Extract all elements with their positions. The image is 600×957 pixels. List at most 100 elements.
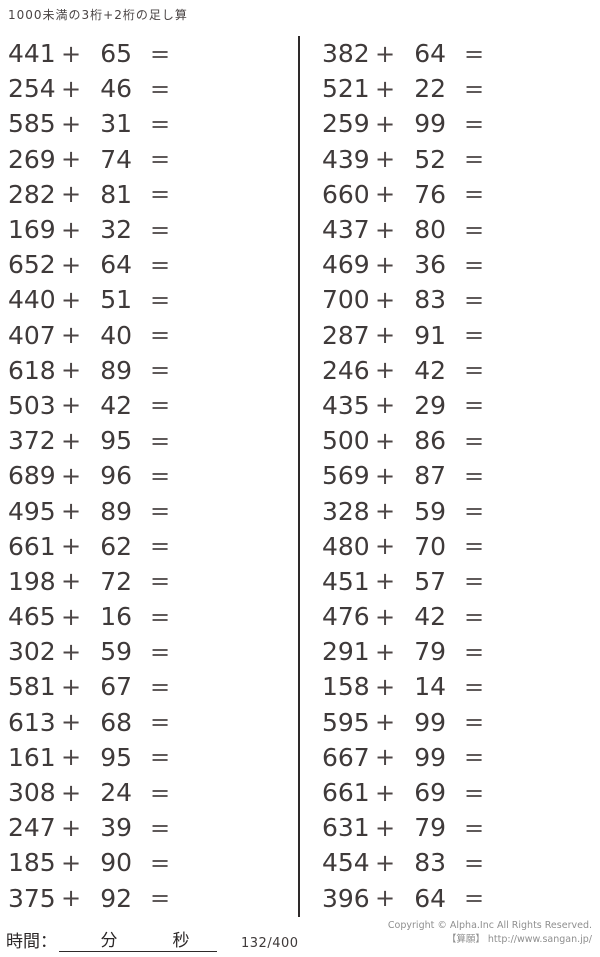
addend-a: 495 [8, 496, 56, 526]
problem-row: 652 + 64 = [8, 247, 268, 282]
plus-operator: + [60, 39, 82, 68]
addend-a: 439 [322, 144, 370, 174]
equals-sign: = [149, 356, 171, 385]
equals-sign: = [463, 180, 485, 209]
addend-a: 440 [8, 285, 56, 315]
addend-b: 92 [100, 883, 132, 913]
problem-row: 451 + 57 = [322, 564, 582, 599]
problem-row: 382 + 64 = [322, 36, 582, 71]
equals-sign: = [149, 426, 171, 455]
equals-sign: = [463, 285, 485, 314]
plus-operator: + [60, 708, 82, 737]
sheet-counter: 132/400 [241, 936, 299, 951]
problem-row: 454 + 83 = [322, 845, 582, 880]
plus-operator: + [374, 778, 396, 807]
plus-operator: + [60, 778, 82, 807]
problem-row: 269 + 74 = [8, 142, 268, 177]
plus-operator: + [374, 321, 396, 350]
plus-operator: + [374, 637, 396, 666]
addend-a: 503 [8, 390, 56, 420]
addend-a: 198 [8, 566, 56, 596]
addend-b: 99 [414, 707, 446, 737]
equals-sign: = [149, 743, 171, 772]
problem-row: 495 + 89 = [8, 493, 268, 528]
site-credit-line: 【算願】 http://www.sangan.jp/ [446, 934, 592, 945]
addend-b: 40 [100, 320, 132, 350]
equals-sign: = [463, 356, 485, 385]
addend-a: 396 [322, 883, 370, 913]
addend-a: 480 [322, 531, 370, 561]
problem-row: 161 + 95 = [8, 740, 268, 775]
addend-a: 269 [8, 144, 56, 174]
equals-sign: = [149, 391, 171, 420]
addend-b: 24 [100, 778, 132, 808]
addend-b: 65 [100, 39, 132, 69]
plus-operator: + [60, 321, 82, 350]
copyright-block: Copyright © Alpha.Inc All Rights Reserve… [388, 919, 592, 947]
addend-b: 91 [414, 320, 446, 350]
plus-operator: + [60, 532, 82, 561]
problem-row: 375 + 92 = [8, 881, 268, 916]
addend-b: 83 [414, 285, 446, 315]
plus-operator: + [374, 708, 396, 737]
addend-a: 328 [322, 496, 370, 526]
addend-b: 99 [414, 742, 446, 772]
plus-operator: + [374, 567, 396, 596]
problem-row: 689 + 96 = [8, 458, 268, 493]
problem-row: 246 + 42 = [322, 353, 582, 388]
worksheet-title: 1000未満の3桁+2桁の足し算 [8, 8, 188, 22]
problem-row: 613 + 68 = [8, 705, 268, 740]
problem-row: 465 + 16 = [8, 599, 268, 634]
addend-a: 689 [8, 461, 56, 491]
addend-b: 42 [100, 390, 132, 420]
problem-row: 631 + 79 = [322, 810, 582, 845]
problems-column-left: 441 + 65 = 254 + 46 = 585 + 31 = 269 + 7… [8, 36, 268, 916]
addend-b: 36 [414, 250, 446, 280]
problem-row: 198 + 72 = [8, 564, 268, 599]
addend-a: 291 [322, 637, 370, 667]
addend-a: 437 [322, 215, 370, 245]
addend-a: 500 [322, 426, 370, 456]
equals-sign: = [463, 743, 485, 772]
addend-a: 435 [322, 390, 370, 420]
plus-operator: + [60, 391, 82, 420]
problem-row: 581 + 67 = [8, 669, 268, 704]
addend-a: 521 [322, 74, 370, 104]
addend-a: 569 [322, 461, 370, 491]
plus-operator: + [60, 215, 82, 244]
addend-a: 247 [8, 813, 56, 843]
addend-a: 454 [322, 848, 370, 878]
plus-operator: + [374, 109, 396, 138]
plus-operator: + [60, 497, 82, 526]
addend-a: 613 [8, 707, 56, 737]
equals-sign: = [149, 672, 171, 701]
plus-operator: + [374, 848, 396, 877]
problem-row: 469 + 36 = [322, 247, 582, 282]
addend-a: 700 [322, 285, 370, 315]
problem-row: 500 + 86 = [322, 423, 582, 458]
addend-a: 652 [8, 250, 56, 280]
plus-operator: + [60, 356, 82, 385]
plus-operator: + [374, 74, 396, 103]
problem-row: 302 + 59 = [8, 634, 268, 669]
addend-b: 83 [414, 848, 446, 878]
addend-a: 254 [8, 74, 56, 104]
addend-a: 661 [322, 778, 370, 808]
addend-a: 631 [322, 813, 370, 843]
plus-operator: + [374, 602, 396, 631]
addend-a: 185 [8, 848, 56, 878]
plus-operator: + [60, 250, 82, 279]
equals-sign: = [149, 532, 171, 561]
addend-b: 42 [414, 355, 446, 385]
plus-operator: + [374, 884, 396, 913]
problem-row: 435 + 29 = [322, 388, 582, 423]
equals-sign: = [463, 848, 485, 877]
addend-a: 667 [322, 742, 370, 772]
plus-operator: + [60, 672, 82, 701]
problem-row: 291 + 79 = [322, 634, 582, 669]
addend-a: 161 [8, 742, 56, 772]
addend-a: 581 [8, 672, 56, 702]
addend-a: 585 [8, 109, 56, 139]
addend-b: 51 [100, 285, 132, 315]
